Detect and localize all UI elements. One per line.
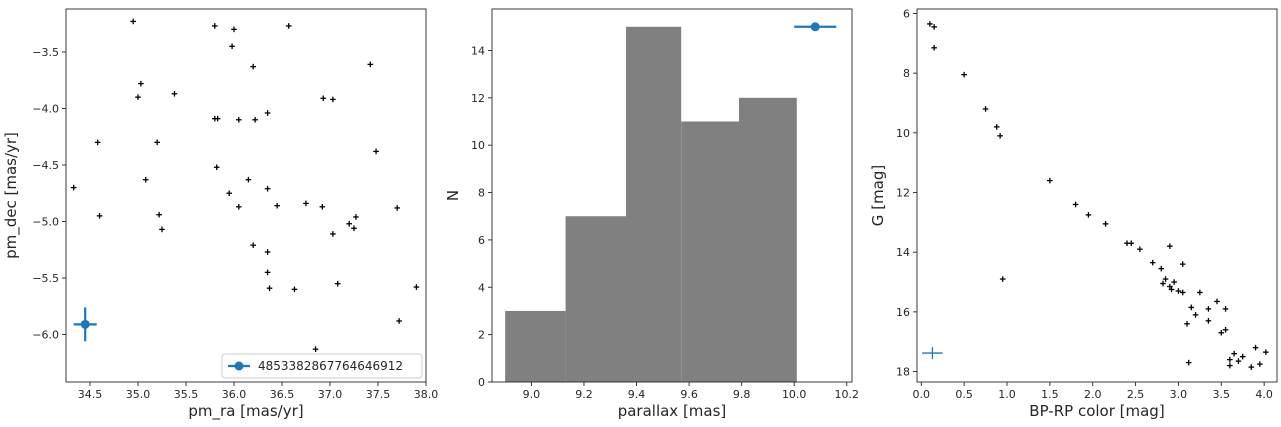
y-tick-label: −4.5 xyxy=(32,159,59,172)
y-tick-label: −5.5 xyxy=(32,272,59,285)
y-tick-label: −5.0 xyxy=(32,215,59,228)
x-tick-label: 38.0 xyxy=(414,388,439,401)
x-tick-label: 0.0 xyxy=(913,388,931,401)
x-tick-label: 37.0 xyxy=(318,388,343,401)
y-tick-label: 14 xyxy=(896,246,910,259)
x-tick-label: 36.0 xyxy=(222,388,247,401)
histogram-bar xyxy=(626,26,682,383)
y-tick-label: −6.0 xyxy=(32,329,59,342)
x-tick-label: 36.5 xyxy=(270,388,295,401)
y-tick-label: 12 xyxy=(471,92,485,105)
y-tick-label: −3.5 xyxy=(32,46,59,59)
y-tick-label: 8 xyxy=(903,67,910,80)
y-tick-label: 14 xyxy=(471,44,485,57)
y-axis-label: G [mag] xyxy=(869,165,887,226)
color-magnitude-panel: 0.0 0.5 1.0 1.5 2.0 2.5 3.0 3.5 4.0 6 8 10 12 14 16 18 B… xyxy=(869,7,1278,420)
x-tick-label: 35.5 xyxy=(174,388,199,401)
x-tick-label: 3.5 xyxy=(1213,388,1231,401)
y-tick-label: 16 xyxy=(896,306,910,319)
x-tick-label: 9.2 xyxy=(575,388,593,401)
y-tick-label: 10 xyxy=(896,127,910,140)
legend-handle-marker xyxy=(234,361,244,371)
x-axis-label: pm_ra [mas/yr] xyxy=(188,402,303,421)
y-tick-label: 0 xyxy=(478,376,485,389)
x-tick-label: 9.6 xyxy=(680,388,698,401)
legend-box xyxy=(221,353,423,379)
x-tick-label: 1.5 xyxy=(1041,388,1059,401)
x-tick-label: 10.0 xyxy=(782,388,807,401)
plot-frame xyxy=(491,8,853,383)
reference-star-marker xyxy=(810,22,820,32)
x-tick-label: 9.4 xyxy=(628,388,646,401)
plot-frame xyxy=(916,8,1278,383)
y-tick-label: −4.0 xyxy=(32,102,59,115)
x-axis-label: BP-RP color [mag] xyxy=(1029,402,1164,420)
y-tick-label: 18 xyxy=(896,366,910,379)
histogram-bar xyxy=(565,216,627,382)
proper-motion-panel: 34.5 35.0 35.5 36.0 36.5 37.0 37.5 38.0 −6.0 −5.5… xyxy=(2,8,439,421)
y-axis-label: N xyxy=(444,190,462,201)
x-tick-label: 2.0 xyxy=(1084,388,1102,401)
y-tick-label: 8 xyxy=(478,187,485,200)
y-tick-label: 4 xyxy=(478,281,485,294)
histogram-bar xyxy=(505,310,566,382)
x-tick-label: 1.0 xyxy=(998,388,1016,401)
plot-frame xyxy=(65,8,427,383)
x-tick-label: 9.0 xyxy=(523,388,541,401)
x-tick-label: 37.5 xyxy=(366,388,391,401)
y-tick-label: 10 xyxy=(471,139,485,152)
y-tick-label: 6 xyxy=(903,7,910,20)
x-tick-label: 2.5 xyxy=(1127,388,1145,401)
x-tick-label: 10.2 xyxy=(834,388,859,401)
legend-label: 4853382867764646912 xyxy=(258,359,403,373)
reference-star-marker xyxy=(80,319,90,329)
y-axis-label: pm_dec [mas/yr] xyxy=(2,132,21,259)
x-tick-label: 4.0 xyxy=(1255,388,1273,401)
histogram-bar xyxy=(681,121,740,382)
x-tick-label: 34.5 xyxy=(78,388,103,401)
x-tick-label: 3.0 xyxy=(1170,388,1188,401)
x-tick-label: 9.8 xyxy=(733,388,751,401)
x-tick-label: 35.0 xyxy=(126,388,151,401)
y-tick-label: 2 xyxy=(478,329,485,342)
histogram-bar xyxy=(739,97,797,383)
x-axis-label: parallax [mas] xyxy=(618,402,727,420)
y-tick-label: 12 xyxy=(896,187,910,200)
y-tick-label: 6 xyxy=(478,234,485,247)
parallax-histogram-panel: 9.0 9.2 9.4 9.6 9.8 10.0 10.2 0 2 4 6 8 10 12 14 parall… xyxy=(444,8,859,420)
x-tick-label: 0.5 xyxy=(955,388,973,401)
